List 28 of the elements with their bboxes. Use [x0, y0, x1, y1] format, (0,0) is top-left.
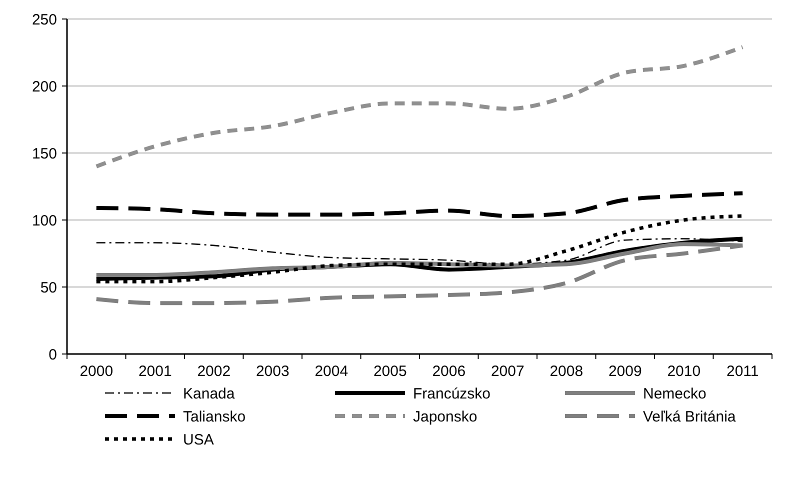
x-tick-label: 2011: [726, 363, 759, 380]
y-tick-label: 250: [32, 11, 57, 28]
legend-label: USA: [183, 431, 214, 448]
y-tick-label: 0: [48, 346, 57, 364]
legend-label: Veľká Británia: [643, 408, 736, 426]
y-tick-label: 50: [40, 279, 57, 296]
line-series: [94, 191, 745, 218]
x-tick-label: 2008: [550, 363, 584, 380]
legend-label: Japonsko: [413, 408, 478, 426]
line-series: [94, 214, 744, 284]
x-tick-label: 2005: [373, 363, 407, 380]
x-tick-label: 2004: [314, 363, 348, 380]
x-tick-label: 2003: [256, 363, 290, 380]
y-tick-label: 100: [32, 212, 57, 230]
x-tick-label: 2002: [197, 363, 231, 380]
y-tick-label: 200: [32, 78, 57, 96]
y-tick-label: 150: [32, 145, 57, 162]
x-tick-label: 2006: [432, 363, 466, 380]
legend-label: Kanada: [183, 385, 236, 402]
legend-label: Nemecko: [643, 385, 706, 402]
x-tick-label: 2001: [138, 363, 172, 380]
x-tick-label: 2007: [490, 363, 524, 380]
x-tick-label: 2009: [608, 363, 642, 380]
legend-label: Taliansko: [183, 408, 246, 426]
line-series: [94, 45, 745, 168]
x-tick-label: 2010: [667, 363, 701, 380]
legend-label: Francúzsko: [413, 385, 491, 402]
x-tick-label: 2000: [80, 363, 114, 380]
